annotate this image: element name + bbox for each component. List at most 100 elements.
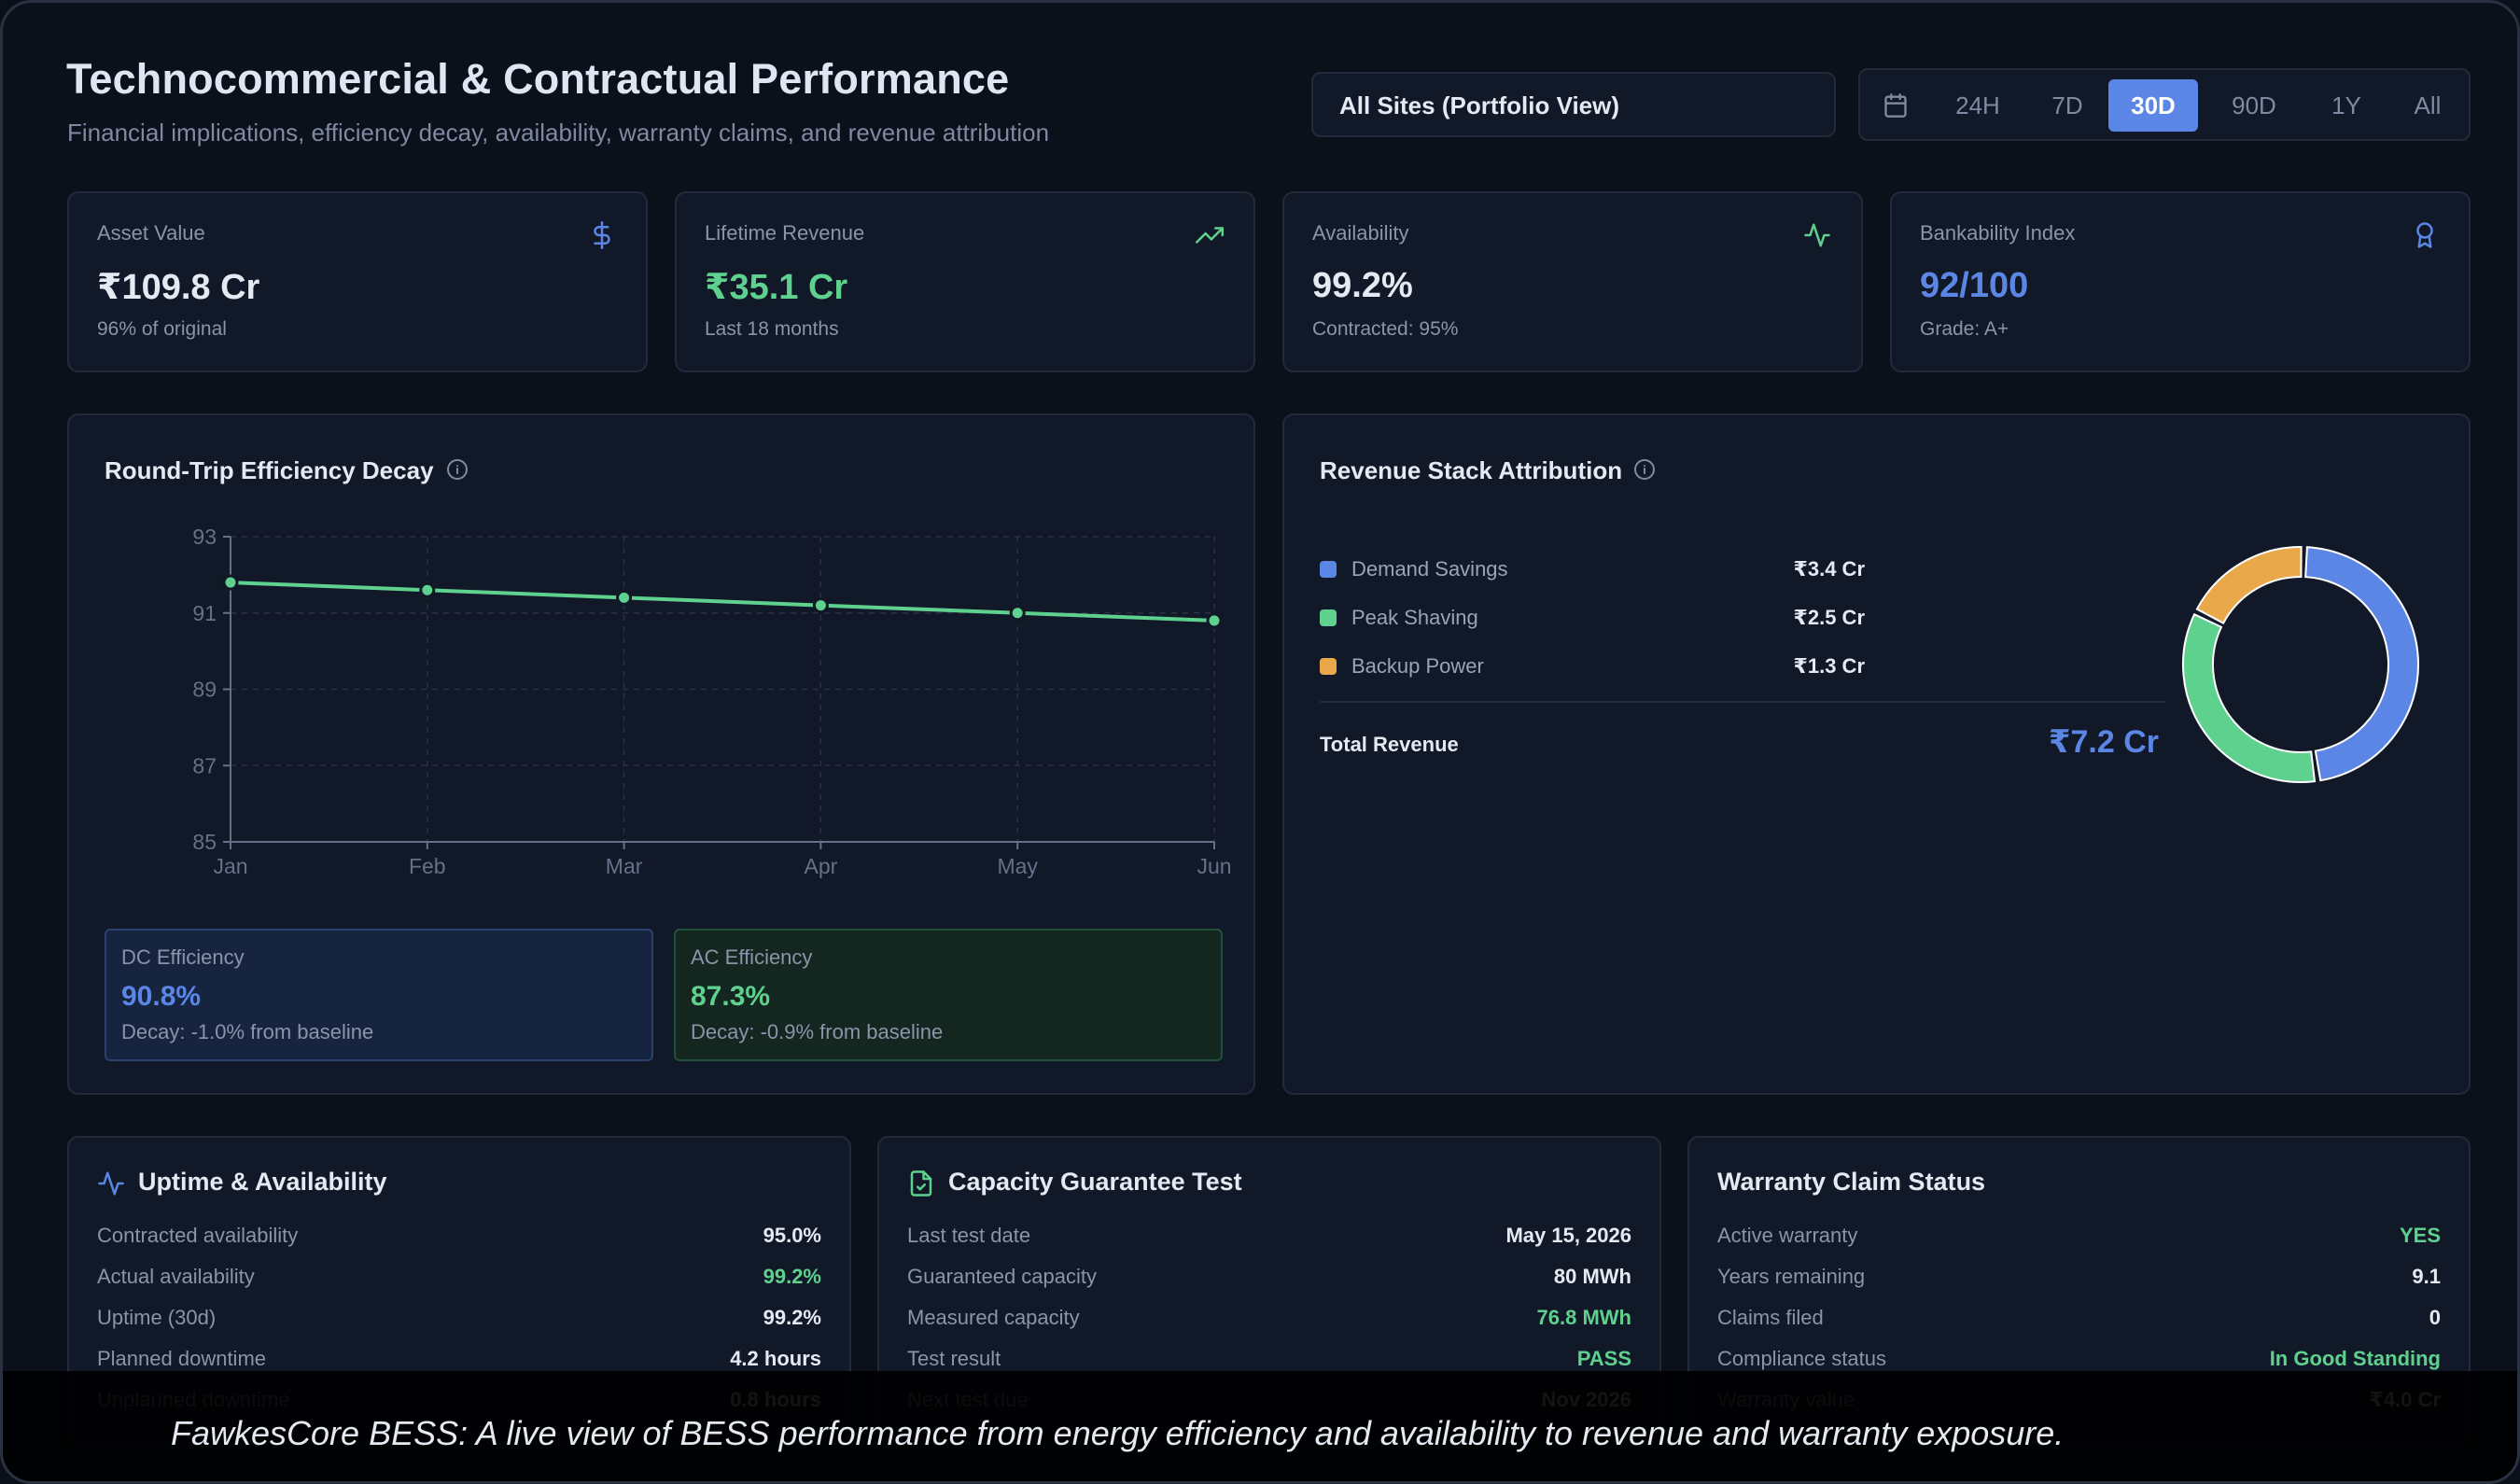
efficiency-line-chart: 85 87 89 91 93 Jan Feb Mar Apr May Jun	[192, 525, 1231, 878]
legend-item-backup-power: Backup Power ₹1.3 Cr	[1320, 652, 2165, 680]
table-row: Actual availability 99.2%	[97, 1265, 821, 1293]
row-label: Claims filed	[1717, 1306, 1824, 1329]
legend-label: Peak Shaving	[1351, 606, 1478, 629]
ac-efficiency-sub: Decay: -0.9% from baseline	[691, 1020, 944, 1043]
legend-value: ₹1.3 Cr	[1793, 654, 1865, 678]
kpi-sub: Contracted: 95%	[1312, 318, 1459, 340]
calendar-icon	[1884, 93, 1907, 118]
row-value: 95.0%	[763, 1224, 821, 1247]
kpi-sub: Grade: A+	[1920, 318, 2009, 340]
kpi-label: Bankability Index	[1920, 221, 2076, 245]
info-icon[interactable]	[446, 458, 469, 481]
y-tick-label: 93	[192, 525, 217, 549]
caption-overlay	[3, 1371, 2517, 1481]
x-tick-label: Jun	[1197, 854, 1231, 878]
row-label: Active warranty	[1717, 1224, 1858, 1247]
x-tick-label: May	[997, 854, 1038, 878]
x-tick-label: Feb	[409, 854, 446, 878]
y-tick-label: 85	[192, 830, 217, 854]
row-value: 76.8 MWh	[1536, 1306, 1631, 1329]
range-7d-button[interactable]: 7D	[2051, 91, 2083, 119]
revenue-panel: Revenue Stack Attribution Demand Savings…	[1282, 413, 2471, 1095]
range-all-button[interactable]: All	[2414, 91, 2442, 119]
dc-efficiency-box: DC Efficiency 90.8% Decay: -1.0% from ba…	[105, 929, 653, 1061]
kpi-label: Lifetime Revenue	[705, 221, 865, 245]
data-point	[812, 597, 829, 614]
site-select[interactable]: All Sites (Portfolio View)	[1311, 72, 1836, 137]
data-point	[222, 574, 239, 591]
row-value: May 15, 2026	[1505, 1224, 1631, 1247]
total-revenue-value: ₹7.2 Cr	[2048, 724, 2159, 760]
range-24h-button[interactable]: 24H	[1955, 91, 2000, 119]
warranty-title: Warranty Claim Status	[1717, 1168, 1986, 1196]
legend-item-peak-shaving: Peak Shaving ₹2.5 Cr	[1320, 604, 2165, 632]
row-label: Test result	[907, 1347, 1001, 1370]
range-1y-button[interactable]: 1Y	[2331, 91, 2361, 119]
total-revenue-label: Total Revenue	[1320, 733, 1459, 756]
row-value: 4.2 hours	[730, 1347, 821, 1370]
row-label: Years remaining	[1717, 1265, 1866, 1288]
page-subtitle: Financial implications, efficiency decay…	[67, 119, 1050, 147]
table-row: Contracted availability 95.0%	[97, 1224, 821, 1252]
table-row: Uptime (30d) 99.2%	[97, 1306, 821, 1334]
donut-slice-peak-shaving[interactable]	[2182, 612, 2317, 783]
row-value: 80 MWh	[1553, 1265, 1631, 1288]
table-row: Compliance status In Good Standing	[1717, 1347, 2441, 1375]
table-row: Years remaining 9.1	[1717, 1265, 2441, 1293]
data-point	[419, 581, 436, 598]
row-label: Measured capacity	[907, 1306, 1080, 1329]
kpi-value: ₹35.1 Cr	[705, 268, 848, 307]
kpi-sub: 96% of original	[97, 318, 227, 340]
row-label: Actual availability	[97, 1265, 255, 1288]
page-title: Technocommercial & Contractual Performan…	[66, 55, 1010, 103]
kpi-card-availability: Availability 99.2% Contracted: 95%	[1282, 191, 1863, 372]
table-row: Planned downtime 4.2 hours	[97, 1347, 821, 1375]
legend-item-demand-savings: Demand Savings ₹3.4 Cr	[1320, 555, 2165, 583]
kpi-label: Availability	[1312, 221, 1409, 245]
y-tick-label: 91	[192, 601, 217, 625]
legend-swatch	[1320, 658, 1337, 675]
range-90d-button[interactable]: 90D	[2232, 91, 2276, 119]
range-30d-button[interactable]: 30D	[2108, 79, 2198, 132]
row-label: Contracted availability	[97, 1224, 299, 1247]
table-row: Active warranty YES	[1717, 1224, 2441, 1252]
ac-efficiency-value: 87.3%	[691, 981, 771, 1012]
table-row: Test result PASS	[907, 1347, 1631, 1375]
trending-up-icon	[1196, 227, 1224, 244]
activity-icon	[98, 1171, 124, 1196]
dc-efficiency-value: 90.8%	[121, 981, 202, 1012]
row-label: Compliance status	[1717, 1347, 1886, 1370]
row-value: In Good Standing	[2269, 1347, 2441, 1370]
donut-slice-demand-savings[interactable]	[2304, 546, 2419, 782]
ac-efficiency-label: AC Efficiency	[691, 945, 813, 969]
kpi-value: ₹109.8 Cr	[97, 268, 260, 307]
dc-efficiency-label: DC Efficiency	[121, 945, 245, 969]
series-line	[230, 581, 1215, 623]
row-label: Planned downtime	[97, 1347, 267, 1370]
row-value: PASS	[1576, 1347, 1631, 1370]
dollar-icon	[594, 221, 610, 249]
data-point	[616, 589, 633, 606]
divider	[1320, 701, 2165, 703]
award-icon	[2416, 222, 2433, 248]
table-row: Measured capacity 76.8 MWh	[907, 1306, 1631, 1334]
data-point	[1009, 605, 1026, 622]
donut-slice-backup-power[interactable]	[2195, 546, 2303, 625]
legend-label: Backup Power	[1351, 654, 1484, 678]
revenue-title: Revenue Stack Attribution	[1320, 456, 1623, 484]
capacity-title: Capacity Guarantee Test	[948, 1168, 1242, 1196]
legend-label: Demand Savings	[1351, 557, 1508, 581]
table-row: Last test date May 15, 2026	[907, 1224, 1631, 1252]
row-label: Uptime (30d)	[97, 1306, 217, 1329]
efficiency-panel: Round-Trip Efficiency Decay 85 87 89 91 93 Ja…	[67, 413, 1255, 1095]
y-tick-label: 89	[192, 678, 217, 702]
kpi-value: 99.2%	[1312, 266, 1413, 305]
info-icon[interactable]	[1633, 458, 1656, 481]
row-value: 99.2%	[763, 1265, 821, 1288]
row-label: Guaranteed capacity	[907, 1265, 1098, 1288]
caption-text: FawkesCore BESS: A live view of BESS per…	[171, 1414, 2065, 1452]
row-label: Last test date	[907, 1224, 1031, 1247]
file-check-icon	[910, 1170, 932, 1197]
ac-efficiency-box: AC Efficiency 87.3% Decay: -0.9% from ba…	[674, 929, 1223, 1061]
y-tick-label: 87	[192, 753, 217, 777]
